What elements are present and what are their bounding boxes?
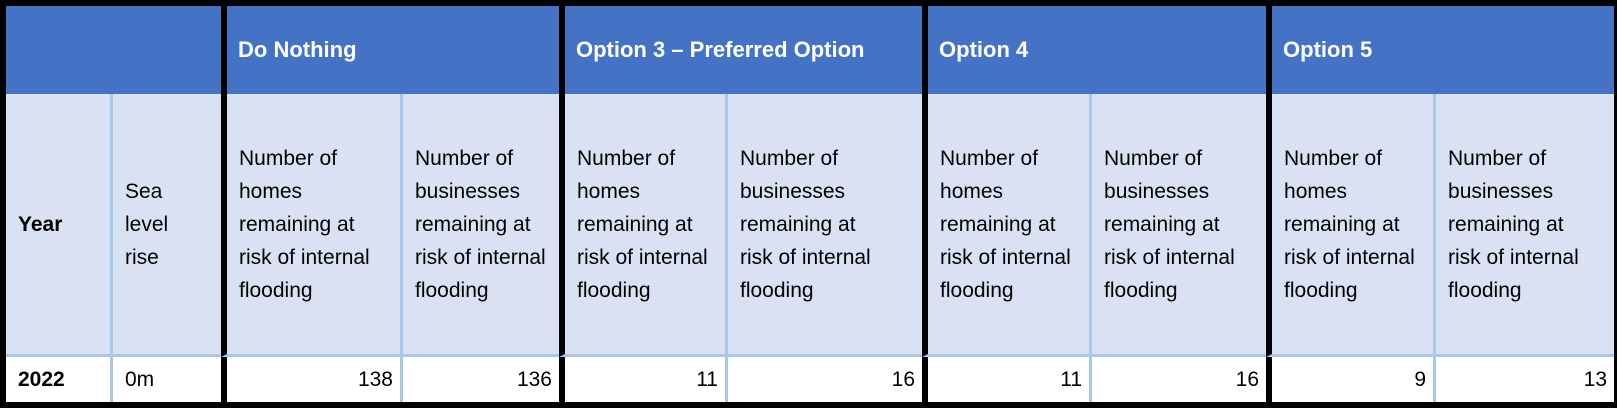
subheader-option-3-businesses: Number of businesses remaining at risk o… xyxy=(725,94,923,358)
value-option-3-homes: 11 xyxy=(559,357,725,402)
value-do-nothing-homes: 138 xyxy=(221,357,400,402)
sea-level-rise-column-header: Sea level rise xyxy=(110,94,221,358)
subheader-do-nothing-businesses: Number of businesses remaining at risk o… xyxy=(400,94,559,358)
value-option-3-businesses: 16 xyxy=(725,357,923,402)
value-option-5-homes: 9 xyxy=(1266,357,1434,402)
group-header-option-3-preferred: Option 3 – Preferred Option xyxy=(559,6,923,95)
group-header-do-nothing: Do Nothing xyxy=(221,6,559,95)
subheader-option-3-homes: Number of homes remaining at risk of int… xyxy=(559,94,725,358)
results-table: Do Nothing Option 3 – Preferred Option O… xyxy=(6,6,1615,402)
value-do-nothing-businesses: 136 xyxy=(400,357,559,402)
options-header-row: Do Nothing Option 3 – Preferred Option O… xyxy=(6,6,1615,95)
column-header-row: Year Sea level rise Number of homes rema… xyxy=(6,94,1615,358)
data-row-2022: 2022 0m 138 136 11 16 11 16 9 13 xyxy=(6,357,1615,402)
value-option-5-businesses: 13 xyxy=(1433,357,1615,402)
value-option-4-homes: 11 xyxy=(922,357,1090,402)
year-value-cell: 2022 xyxy=(6,357,110,402)
subheader-option-4-homes: Number of homes remaining at risk of int… xyxy=(922,94,1090,358)
subheader-option-5-businesses: Number of businesses remaining at risk o… xyxy=(1433,94,1615,358)
subheader-option-4-businesses: Number of businesses remaining at risk o… xyxy=(1089,94,1267,358)
year-column-header: Year xyxy=(6,94,110,358)
group-header-option-4: Option 4 xyxy=(922,6,1267,95)
value-option-4-businesses: 16 xyxy=(1089,357,1267,402)
subheader-option-5-homes: Number of homes remaining at risk of int… xyxy=(1266,94,1434,358)
sea-level-rise-value-cell: 0m xyxy=(110,357,221,402)
group-header-option-5: Option 5 xyxy=(1266,6,1615,95)
corner-header-cell xyxy=(6,6,221,95)
subheader-do-nothing-homes: Number of homes remaining at risk of int… xyxy=(221,94,400,358)
